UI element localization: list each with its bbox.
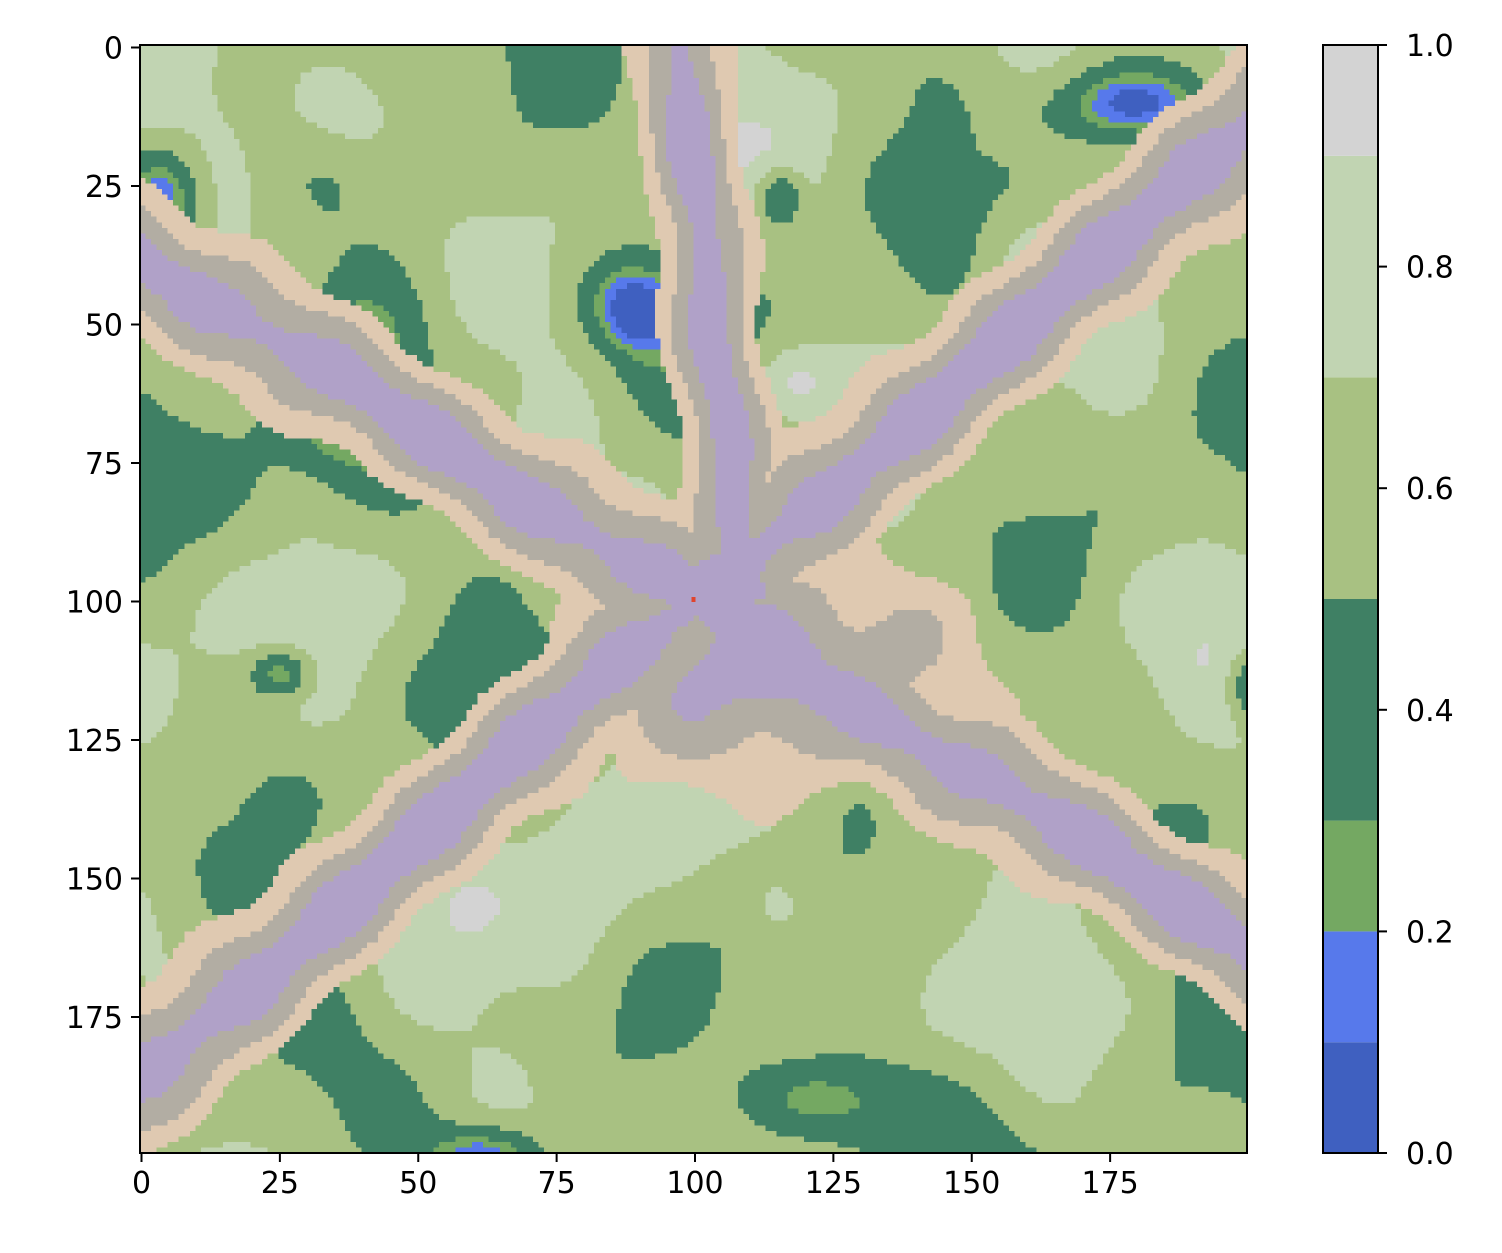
colorbar-frame (1322, 44, 1379, 1154)
plot-frame (139, 44, 1248, 1154)
y-axis: 0 25 50 75 100 125 150 175 (66, 32, 140, 1036)
x-tick-label: 150 (943, 1166, 1000, 1201)
y-tick-label: 125 (66, 724, 123, 759)
colorbar-bin (1323, 820, 1378, 932)
y-tick-label: 25 (85, 170, 123, 205)
y-tick-label: 0 (104, 32, 123, 67)
center-marker (691, 597, 696, 602)
colorbar-tick-label: 0.8 (1406, 251, 1454, 286)
y-tick-label: 75 (85, 447, 123, 482)
colorbar-tick-label: 0.6 (1406, 472, 1454, 507)
y-tick-label: 175 (66, 1001, 123, 1036)
x-tick-label: 100 (666, 1166, 723, 1201)
colorbar-bin (1323, 1042, 1378, 1153)
x-tick-label: 0 (132, 1166, 151, 1201)
colorbar-bin (1323, 155, 1378, 378)
colorbar: 0.0 0.2 0.4 0.6 0.8 1.0 (1322, 29, 1454, 1172)
x-tick-label: 175 (1081, 1166, 1138, 1201)
colorbar-tick-label: 0.4 (1406, 694, 1454, 729)
colorbar-bin (1323, 931, 1378, 1043)
x-tick-label: 50 (399, 1166, 437, 1201)
colorbar-tick-label: 1.0 (1406, 29, 1454, 64)
x-tick-label: 125 (805, 1166, 862, 1201)
colorbar-ticks: 0.0 0.2 0.4 0.6 0.8 1.0 (1378, 29, 1454, 1172)
x-tick-label: 75 (538, 1166, 576, 1201)
y-tick-label: 100 (66, 586, 123, 621)
colorbar-tick-label: 0.2 (1406, 915, 1454, 950)
colorbar-tick-label: 0.0 (1406, 1137, 1454, 1172)
colorbar-bin (1323, 599, 1378, 821)
x-tick-label: 25 (261, 1166, 299, 1201)
x-axis: 0 25 50 75 100 125 150 175 (132, 1153, 1139, 1201)
y-tick-label: 150 (66, 863, 123, 898)
colorbar-bin (1323, 377, 1378, 599)
heatmap-plot-area (139, 44, 1248, 1154)
colorbar-bin (1323, 45, 1378, 156)
y-tick-label: 50 (85, 309, 123, 344)
colorbar-bins (1323, 45, 1378, 1153)
